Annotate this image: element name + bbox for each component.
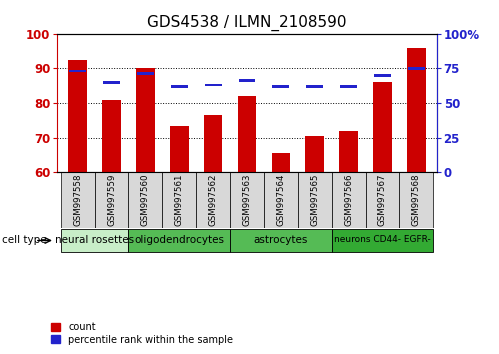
Bar xyxy=(239,79,255,82)
Bar xyxy=(137,73,154,75)
Text: astrocytes: astrocytes xyxy=(253,235,308,245)
Text: GSM997561: GSM997561 xyxy=(175,174,184,226)
Bar xyxy=(170,126,189,172)
Bar xyxy=(162,172,196,228)
Text: oligodendrocytes: oligodendrocytes xyxy=(134,235,224,245)
Text: cell type: cell type xyxy=(2,235,47,245)
Bar xyxy=(95,172,129,228)
Bar xyxy=(136,68,155,172)
Bar xyxy=(171,85,188,88)
Text: GSM997565: GSM997565 xyxy=(310,174,319,226)
Bar xyxy=(373,82,392,172)
Bar xyxy=(365,172,399,228)
Bar xyxy=(61,229,129,252)
Title: GDS4538 / ILMN_2108590: GDS4538 / ILMN_2108590 xyxy=(147,15,347,31)
Text: GSM997566: GSM997566 xyxy=(344,174,353,226)
Bar xyxy=(205,84,222,86)
Bar xyxy=(204,115,223,172)
Bar xyxy=(332,229,433,252)
Bar xyxy=(340,85,357,88)
Text: GSM997558: GSM997558 xyxy=(73,174,82,226)
Text: GSM997568: GSM997568 xyxy=(412,174,421,226)
Bar xyxy=(339,131,358,172)
Bar xyxy=(407,47,426,172)
Text: GSM997560: GSM997560 xyxy=(141,174,150,226)
Bar xyxy=(399,172,433,228)
Bar xyxy=(129,229,230,252)
Bar xyxy=(129,172,162,228)
Bar xyxy=(272,85,289,88)
Text: GSM997567: GSM997567 xyxy=(378,174,387,226)
Bar xyxy=(61,172,95,228)
Bar xyxy=(306,85,323,88)
Bar xyxy=(196,172,230,228)
Bar xyxy=(408,67,425,70)
Bar xyxy=(230,172,264,228)
Text: GSM997562: GSM997562 xyxy=(209,174,218,226)
Text: GSM997559: GSM997559 xyxy=(107,174,116,226)
Legend: count, percentile rank within the sample: count, percentile rank within the sample xyxy=(50,321,234,346)
Bar xyxy=(298,172,332,228)
Text: neurons CD44- EGFR-: neurons CD44- EGFR- xyxy=(334,235,431,245)
Text: GSM997563: GSM997563 xyxy=(243,174,251,226)
Bar xyxy=(271,153,290,172)
Bar xyxy=(69,70,86,73)
Bar xyxy=(305,136,324,172)
Bar xyxy=(238,96,256,172)
Bar xyxy=(230,229,332,252)
Bar xyxy=(264,172,298,228)
Bar xyxy=(103,81,120,84)
Bar xyxy=(68,59,87,172)
Bar xyxy=(102,99,121,172)
Text: GSM997564: GSM997564 xyxy=(276,174,285,226)
Bar xyxy=(332,172,365,228)
Text: neural rosettes: neural rosettes xyxy=(55,235,134,245)
Bar xyxy=(374,74,391,77)
